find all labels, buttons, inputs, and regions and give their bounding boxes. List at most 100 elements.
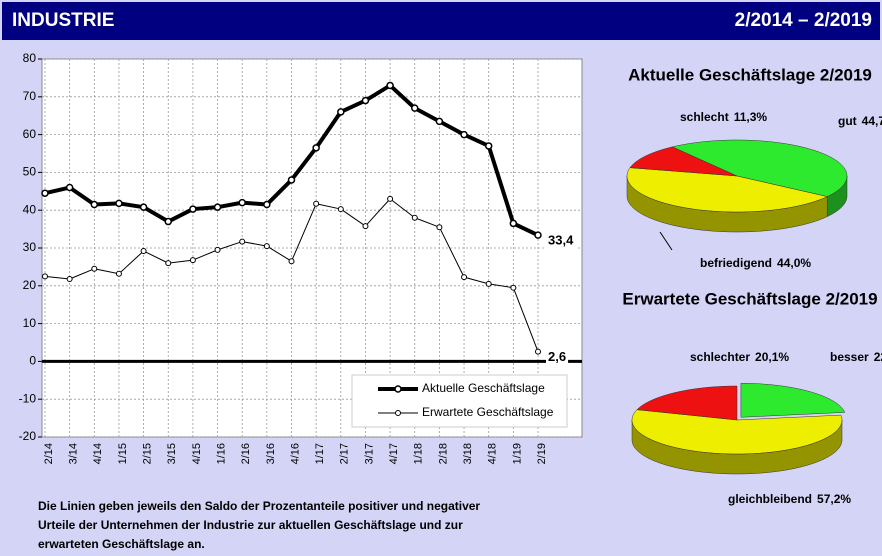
x-tick-label: 2/15 — [142, 443, 154, 464]
x-tick-label: 2/19 — [536, 443, 548, 464]
x-tick-label: 1/19 — [511, 443, 523, 464]
y-tick-label: 40 — [23, 202, 37, 216]
point — [139, 203, 148, 211]
pie-slice — [636, 385, 738, 421]
legend-marker — [395, 410, 401, 416]
x-tick-label: 3/15 — [166, 443, 178, 464]
point — [239, 238, 246, 245]
point — [509, 219, 518, 228]
x-tick-label: 4/17 — [388, 443, 400, 464]
x-tick-label: 3/16 — [265, 443, 277, 464]
point — [288, 258, 295, 265]
legend-marker — [394, 385, 402, 393]
pie-title: Aktuelle Geschäftslage 2/2019 — [628, 65, 872, 84]
point — [510, 284, 517, 291]
x-tick-label: 1/15 — [117, 443, 129, 464]
point — [42, 273, 48, 280]
y-tick-label: 70 — [23, 89, 37, 103]
point — [214, 246, 221, 253]
point — [90, 200, 99, 209]
slice-value: 11,3% — [734, 110, 768, 124]
point — [460, 130, 468, 139]
slice-label: schlechter 20,1% — [690, 350, 789, 364]
slice-label: gleichbleibend 57,2% — [728, 492, 851, 506]
x-tick-label: 2/16 — [240, 443, 252, 464]
point — [91, 265, 98, 272]
data-label-bg — [546, 348, 569, 366]
data-label: 33,4 — [548, 233, 574, 248]
slice-label: befriedigend 44,0% — [700, 256, 811, 270]
y-tick-label: -10 — [19, 391, 37, 405]
x-tick-label: 3/14 — [68, 443, 80, 464]
legend-label: Aktuelle Geschäftslage — [422, 381, 545, 395]
slice-label: gut 44,7% — [838, 114, 882, 128]
slice-value: 44,0% — [777, 256, 811, 270]
slice-value: 20,1% — [755, 350, 789, 364]
data-label-bg — [546, 231, 577, 249]
note-line: erwarteten Geschäftslage an. — [38, 537, 205, 551]
point — [534, 231, 542, 239]
point — [337, 206, 344, 213]
pie-slice — [629, 146, 738, 177]
slice-name: besser — [830, 350, 869, 364]
pie-title: Erwartete Geschäftslage 2/2019 — [622, 289, 877, 308]
point — [213, 203, 222, 211]
note-line: Urteile der Unternehmen der Industrie zu… — [38, 518, 463, 532]
legend-box — [351, 374, 568, 428]
point — [411, 214, 418, 221]
x-tick-label: 1/16 — [215, 443, 227, 464]
slice-value: 57,2% — [817, 492, 851, 506]
point — [485, 280, 492, 287]
slice-label: besser 22,7% — [830, 350, 882, 364]
point — [362, 223, 369, 230]
point — [411, 104, 419, 112]
x-tick-label: 1/18 — [413, 443, 425, 464]
x-tick-label: 1/17 — [314, 443, 326, 464]
point — [115, 270, 122, 277]
slice-name: befriedigend — [700, 256, 772, 270]
point — [140, 248, 147, 255]
point — [41, 189, 49, 197]
x-tick-label: 3/18 — [462, 443, 474, 464]
x-tick-label: 2/18 — [437, 443, 449, 464]
point — [263, 243, 270, 250]
data-label: 2,6 — [548, 349, 566, 364]
y-tick-label: 20 — [23, 278, 37, 292]
y-tick-label: 0 — [29, 354, 36, 368]
pie-slice — [671, 139, 848, 197]
point — [165, 260, 172, 267]
slice-label: schlecht 11,3% — [680, 110, 767, 124]
pie-slice — [740, 383, 846, 418]
point — [238, 198, 246, 207]
note-line: Die Linien geben jeweils den Saldo der P… — [38, 499, 480, 513]
point — [387, 195, 394, 202]
slice-name: schlechter — [690, 350, 750, 364]
point — [263, 200, 271, 209]
header-bar — [2, 2, 880, 40]
header-period: 2/2014 – 2/2019 — [735, 10, 872, 31]
y-tick-label: 30 — [23, 240, 37, 254]
point — [164, 217, 172, 226]
y-tick-label: 50 — [23, 165, 37, 179]
point — [386, 81, 394, 90]
point — [189, 205, 197, 213]
legend-label: Erwartete Geschäftslage — [422, 405, 554, 419]
point — [65, 183, 74, 192]
y-tick-label: 60 — [23, 127, 37, 141]
x-tick-label: 2/14 — [43, 443, 55, 464]
point — [287, 176, 296, 184]
point — [312, 144, 320, 152]
x-tick-label: 3/17 — [363, 443, 375, 464]
header-title: INDUSTRIE — [12, 10, 114, 31]
slice-value: 22,7% — [874, 350, 882, 364]
point — [484, 142, 493, 150]
point — [337, 108, 345, 116]
point — [313, 200, 320, 207]
slice-name: gut — [838, 114, 857, 128]
point — [361, 96, 370, 105]
y-tick-label: 80 — [23, 51, 37, 65]
x-tick-label: 4/15 — [191, 443, 203, 464]
y-tick-label: -20 — [19, 429, 37, 443]
pie-slice — [631, 409, 843, 455]
